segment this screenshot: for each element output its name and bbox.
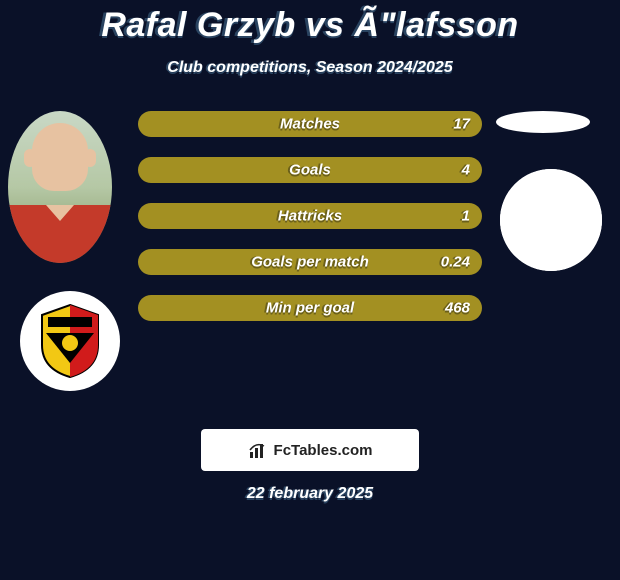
stat-bars: Matches 17 Goals 4 Hattricks 1 Goals per… — [138, 111, 482, 341]
subtitle: Club competitions, Season 2024/2025 — [0, 59, 620, 77]
stat-value: 0.24 — [441, 254, 470, 271]
player-head — [32, 123, 88, 191]
stat-bar: Goals 4 — [138, 157, 482, 183]
stat-value: 468 — [445, 300, 470, 317]
stat-bar: Hattricks 1 — [138, 203, 482, 229]
stripes-icon: KS — [500, 169, 602, 271]
right-club-logo: KS — [500, 169, 602, 271]
stat-value: 4 — [462, 162, 470, 179]
stat-bar: Matches 17 — [138, 111, 482, 137]
page-title: Rafal Grzyb vs Ã"lafsson — [0, 0, 620, 45]
shield-icon — [38, 303, 102, 379]
stat-label: Goals per match — [251, 254, 369, 271]
left-player-avatar — [8, 111, 112, 263]
source-label: FcTables.com — [274, 442, 373, 459]
left-club-logo — [20, 291, 120, 391]
chart-icon — [248, 440, 268, 460]
stat-label: Goals — [289, 162, 331, 179]
stat-label: Hattricks — [278, 208, 342, 225]
right-player-avatar — [496, 111, 590, 133]
player-collar — [46, 205, 74, 221]
stat-label: Min per goal — [266, 300, 354, 317]
stat-value: 17 — [453, 116, 470, 133]
comparison-panel: KS Matches 17 Goals 4 Hattricks 1 Goals … — [0, 111, 620, 391]
source-badge[interactable]: FcTables.com — [201, 429, 419, 471]
stat-label: Matches — [280, 116, 340, 133]
club-stripes: KS — [500, 169, 602, 271]
svg-text:KS: KS — [535, 190, 549, 201]
date-label: 22 february 2025 — [0, 485, 620, 503]
stat-bar: Goals per match 0.24 — [138, 249, 482, 275]
stat-bar: Min per goal 468 — [138, 295, 482, 321]
stat-value: 1 — [462, 208, 470, 225]
